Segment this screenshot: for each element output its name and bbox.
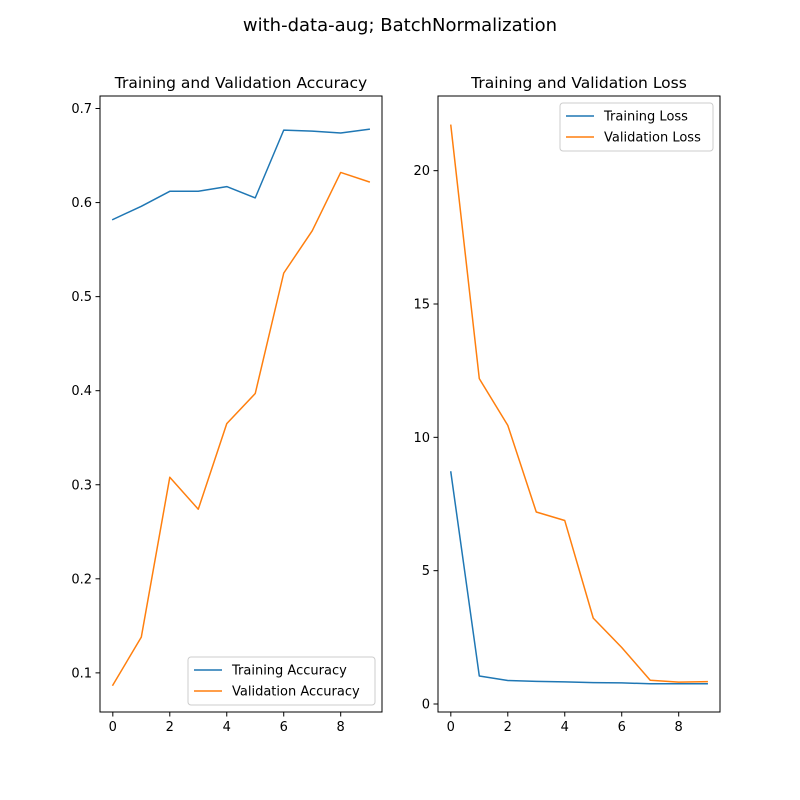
loss-legend: Training Loss Validation Loss: [559, 102, 714, 152]
accuracy-legend-box: [187, 656, 376, 706]
accuracy-x-tick-label-4: 8: [337, 720, 345, 735]
accuracy-legend: Training Accuracy Validation Accuracy: [187, 656, 376, 706]
accuracy-chart-title: Training and Validation Accuracy: [114, 74, 367, 92]
loss-y-tick-label-4: 20: [413, 164, 430, 179]
accuracy-y-tick-label-5: 0.6: [71, 196, 92, 211]
loss-legend-label-0: Training Loss: [603, 110, 688, 125]
accuracy-x-tick-label-2: 4: [223, 720, 231, 735]
accuracy-plot-frame: [99, 95, 383, 713]
accuracy-legend-label-1: Validation Accuracy: [232, 685, 360, 700]
loss-legend-box: [559, 102, 714, 152]
accuracy-legend-label-0: Training Accuracy: [231, 664, 347, 679]
accuracy-y-tick-label-0: 0.1: [71, 666, 92, 681]
accuracy-y-ticks: 0.1 0.2 0.3 0.4 0.5 0.6 0.7: [71, 102, 100, 681]
loss-y-tick-label-1: 5: [422, 564, 430, 579]
loss-x-tick-label-4: 8: [675, 720, 683, 735]
accuracy-y-tick-label-4: 0.5: [71, 290, 92, 305]
accuracy-x-tick-label-0: 0: [109, 720, 117, 735]
figure-suptitle: with-data-aug; BatchNormalization: [243, 15, 557, 36]
accuracy-x-tick-label-1: 2: [166, 720, 174, 735]
loss-x-ticks: 0 2 4 6 8: [447, 712, 683, 735]
loss-x-tick-label-0: 0: [447, 720, 455, 735]
loss-y-ticks: 0 5 10 15 20: [413, 164, 438, 713]
loss-series-line-1: [449, 124, 708, 683]
loss-series-layer: [449, 124, 708, 685]
loss-y-tick-label-0: 0: [422, 698, 430, 713]
accuracy-subplot: Training and Validation Accuracy 0 2 4 6 8 0…: [71, 74, 383, 735]
accuracy-series-line-0: [111, 128, 371, 221]
loss-x-tick-label-1: 2: [504, 720, 512, 735]
accuracy-y-tick-label-1: 0.2: [71, 572, 92, 587]
accuracy-x-tick-label-3: 6: [280, 720, 288, 735]
loss-y-tick-label-2: 10: [413, 431, 430, 446]
accuracy-y-tick-label-2: 0.3: [71, 478, 92, 493]
loss-series-line-0: [449, 471, 708, 685]
loss-plot-frame: [437, 95, 721, 713]
loss-y-tick-label-3: 15: [413, 298, 430, 313]
loss-x-tick-label-2: 4: [561, 720, 569, 735]
loss-chart-title: Training and Validation Loss: [470, 74, 687, 92]
accuracy-series-line-1: [111, 171, 371, 687]
accuracy-y-tick-label-6: 0.7: [71, 102, 92, 117]
loss-x-tick-label-3: 6: [618, 720, 626, 735]
loss-subplot: Training and Validation Loss 0 2 4 6 8 0 5 10 1…: [413, 74, 721, 735]
loss-legend-label-1: Validation Loss: [604, 131, 701, 146]
accuracy-series-layer: [111, 128, 371, 687]
accuracy-y-tick-label-3: 0.4: [71, 384, 92, 399]
accuracy-x-ticks: 0 2 4 6 8: [109, 712, 345, 735]
